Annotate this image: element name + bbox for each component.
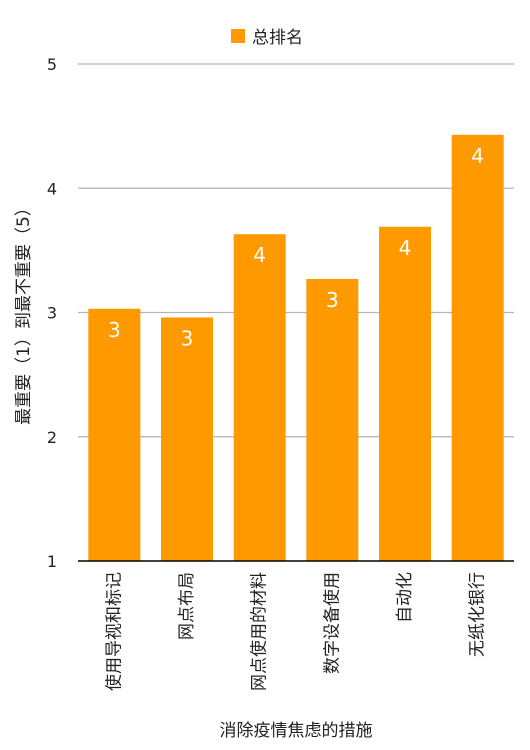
- y-axis-title: 最重要（1）到最不重要（5）: [14, 199, 34, 425]
- x-tick-label: 网点使用的材料: [249, 572, 270, 691]
- data-label: 4: [253, 243, 266, 267]
- bar: [379, 226, 431, 561]
- bar: [451, 134, 504, 561]
- x-tick-label: 网点布局: [177, 572, 197, 640]
- y-tick-label: 4: [47, 179, 57, 198]
- data-label: 3: [181, 326, 194, 350]
- bar: [233, 234, 286, 561]
- bar: [306, 278, 359, 561]
- x-tick-label: 使用导视和标记: [103, 572, 124, 691]
- x-tick-label: 无纸化银行: [468, 572, 488, 657]
- data-label: 4: [471, 144, 484, 168]
- bar: [161, 317, 213, 561]
- y-tick-label: 3: [47, 304, 57, 323]
- data-label: 4: [399, 236, 412, 260]
- legend: 总排名: [231, 28, 303, 48]
- legend-label-total-rank: 总排名: [252, 28, 303, 48]
- data-label: 3: [108, 318, 121, 342]
- y-tick-label: 1: [47, 552, 57, 571]
- bar: [88, 308, 141, 561]
- x-tick-label: 数字设备使用: [321, 572, 342, 674]
- y-tick-label: 2: [47, 428, 57, 447]
- data-label: 3: [326, 288, 339, 312]
- legend-swatch-total-rank: [231, 29, 245, 43]
- x-tick-label: 自动化: [395, 572, 415, 623]
- y-tick-label: 5: [47, 55, 57, 74]
- x-axis-title: 消除疫情焦虑的措施: [220, 721, 373, 741]
